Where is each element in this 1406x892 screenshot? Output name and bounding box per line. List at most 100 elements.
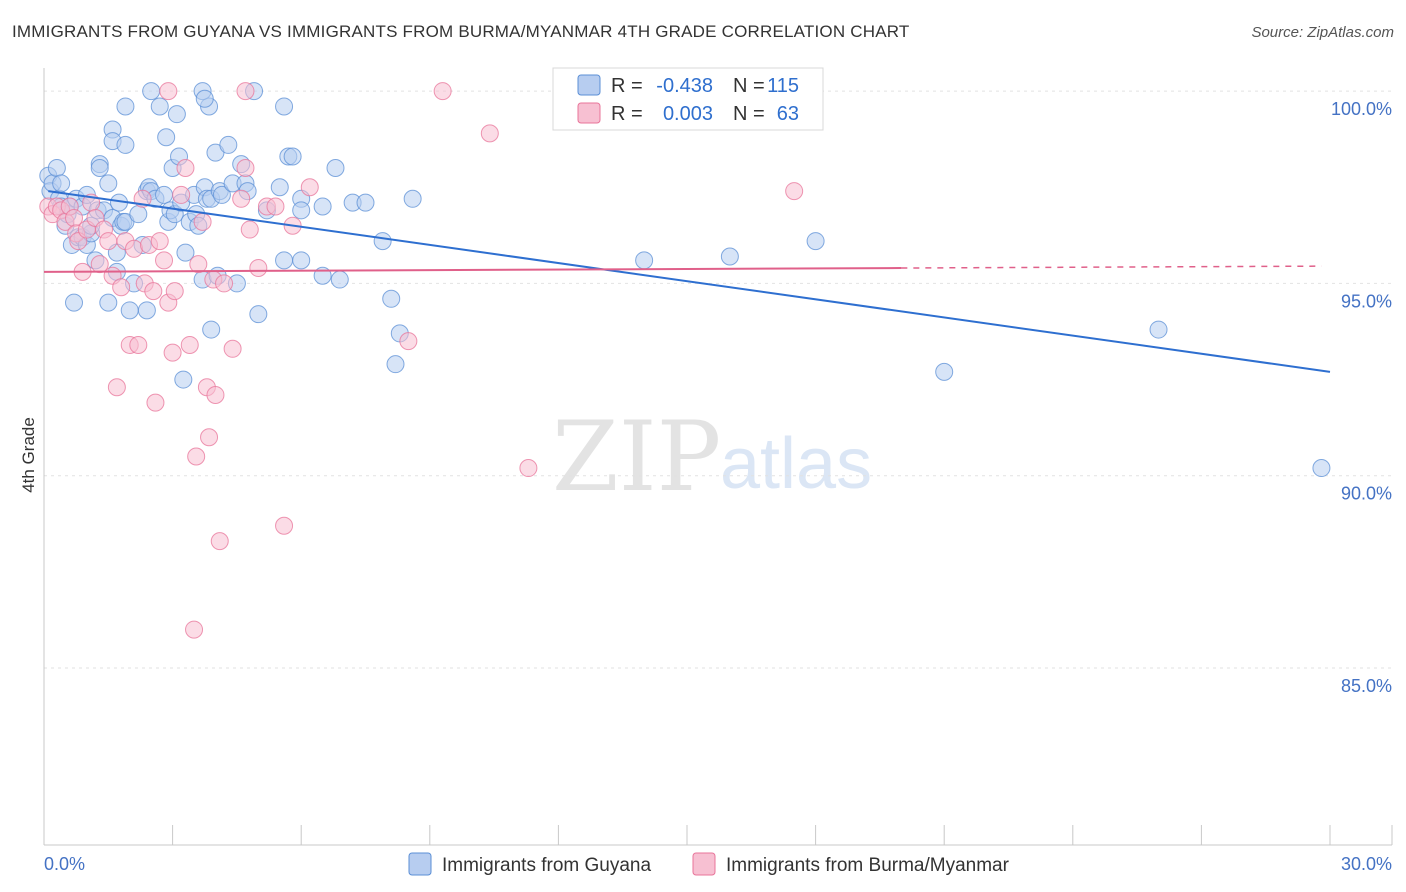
y-tick-labels: 100.0% 95.0% 90.0% 85.0% [1331,99,1392,696]
legend-guyana-swatch [408,852,432,876]
guyana-point [330,270,349,289]
burma-point [200,428,219,447]
burma-point [150,232,169,251]
burma-point [159,82,178,101]
guyana-point [1312,459,1331,478]
burma-point [300,178,319,197]
watermark-zip: ZIP [552,401,721,513]
y-tick-label: 100.0% [1331,99,1392,119]
guyana-point [167,105,186,124]
y-tick-label: 90.0% [1341,484,1392,504]
burma-point [236,159,255,178]
burma-point [193,212,212,231]
x-tick-label-max: 30.0% [1341,854,1392,874]
burma-point [210,532,229,551]
stats-guyana-n-value: 115 [767,75,799,97]
guyana-point [720,247,739,266]
burma-point [215,274,234,293]
stats-guyana-swatch [577,74,601,96]
stats-burma-n-value: 63 [777,103,799,125]
guyana-point [292,201,311,220]
burma-point [223,339,242,358]
watermark-atlas: atlas [720,424,872,504]
guyana-point [292,251,311,270]
burma-point [249,259,268,278]
burma-point [172,185,191,204]
guyana-point [219,135,238,154]
burma-point [187,447,206,466]
burma-point [266,197,285,216]
guyana-point [157,128,176,147]
burma-point [189,255,208,274]
guyana-point [65,293,84,312]
burma-point [236,82,255,101]
guyana-point [99,293,118,312]
legend-burma-swatch [692,852,716,876]
guyana-point [116,97,135,116]
stats-guyana-r-value: -0.438 [656,75,713,97]
burma-point [165,282,184,301]
guyana-point [90,159,109,178]
guyana-point [155,185,174,204]
guyana-point [116,135,135,154]
legend-guyana-label: Immigrants from Guyana [442,855,651,876]
guyana-point [275,97,294,116]
x-tick-marks [43,825,1393,845]
burma-point [206,385,225,404]
stats-box: R = -0.438 N = 115 R = 0.003 N = 63 [552,67,824,131]
burma-point [433,82,452,101]
guyana-point [249,305,268,324]
guyana-point [150,97,169,116]
guyana-point [1149,320,1168,339]
burma-point [275,516,294,535]
y-tick-label: 85.0% [1341,676,1392,696]
burma-trend-extension [901,265,1322,269]
guyana-point [356,193,375,212]
guyana-point [326,159,345,178]
guyana-point [99,174,118,193]
guyana-point [129,205,148,224]
stats-guyana-r-label: R = [611,75,643,97]
stats-guyana-n-label: N = [733,75,765,97]
guyana-point [202,320,221,339]
guyana-point [120,301,139,320]
guyana-point [195,89,214,108]
y-tick-label: 95.0% [1341,291,1392,311]
burma-point [176,159,195,178]
burma-trend-line [43,267,902,273]
chart-title: IMMIGRANTS FROM GUYANA VS IMMIGRANTS FRO… [12,22,910,41]
guyana-point [635,251,654,270]
burma-point [146,393,165,412]
guyana-point [373,232,392,251]
guyana-point [935,362,954,381]
guyana-point [403,189,422,208]
burma-point [125,239,144,258]
guyana-point [382,289,401,308]
guyana-point [270,178,289,197]
stats-burma-swatch [577,102,601,124]
legend: Immigrants from Guyana Immigrants from B… [408,852,1010,876]
burma-point [399,332,418,351]
guyana-point [386,355,405,374]
burma-point [163,343,182,362]
guyana-point [137,301,156,320]
stats-burma-r-value: 0.003 [663,103,713,125]
series-burma [39,82,804,639]
guyana-point [52,174,71,193]
burma-point [240,220,259,239]
burma-point [112,278,131,297]
burma-point [90,255,109,274]
burma-point [99,232,118,251]
guyana-point [174,370,193,389]
burma-point [144,282,163,301]
burma-point [155,251,174,270]
x-tick-label-min: 0.0% [44,854,85,874]
burma-point [185,620,204,639]
chart-source: Source: ZipAtlas.com [1251,24,1394,41]
burma-point [232,189,251,208]
burma-point [107,378,126,397]
guyana-trend-line [48,190,1331,373]
y-axis-label: 4th Grade [19,417,38,493]
stats-burma-n-label: N = [733,103,765,125]
